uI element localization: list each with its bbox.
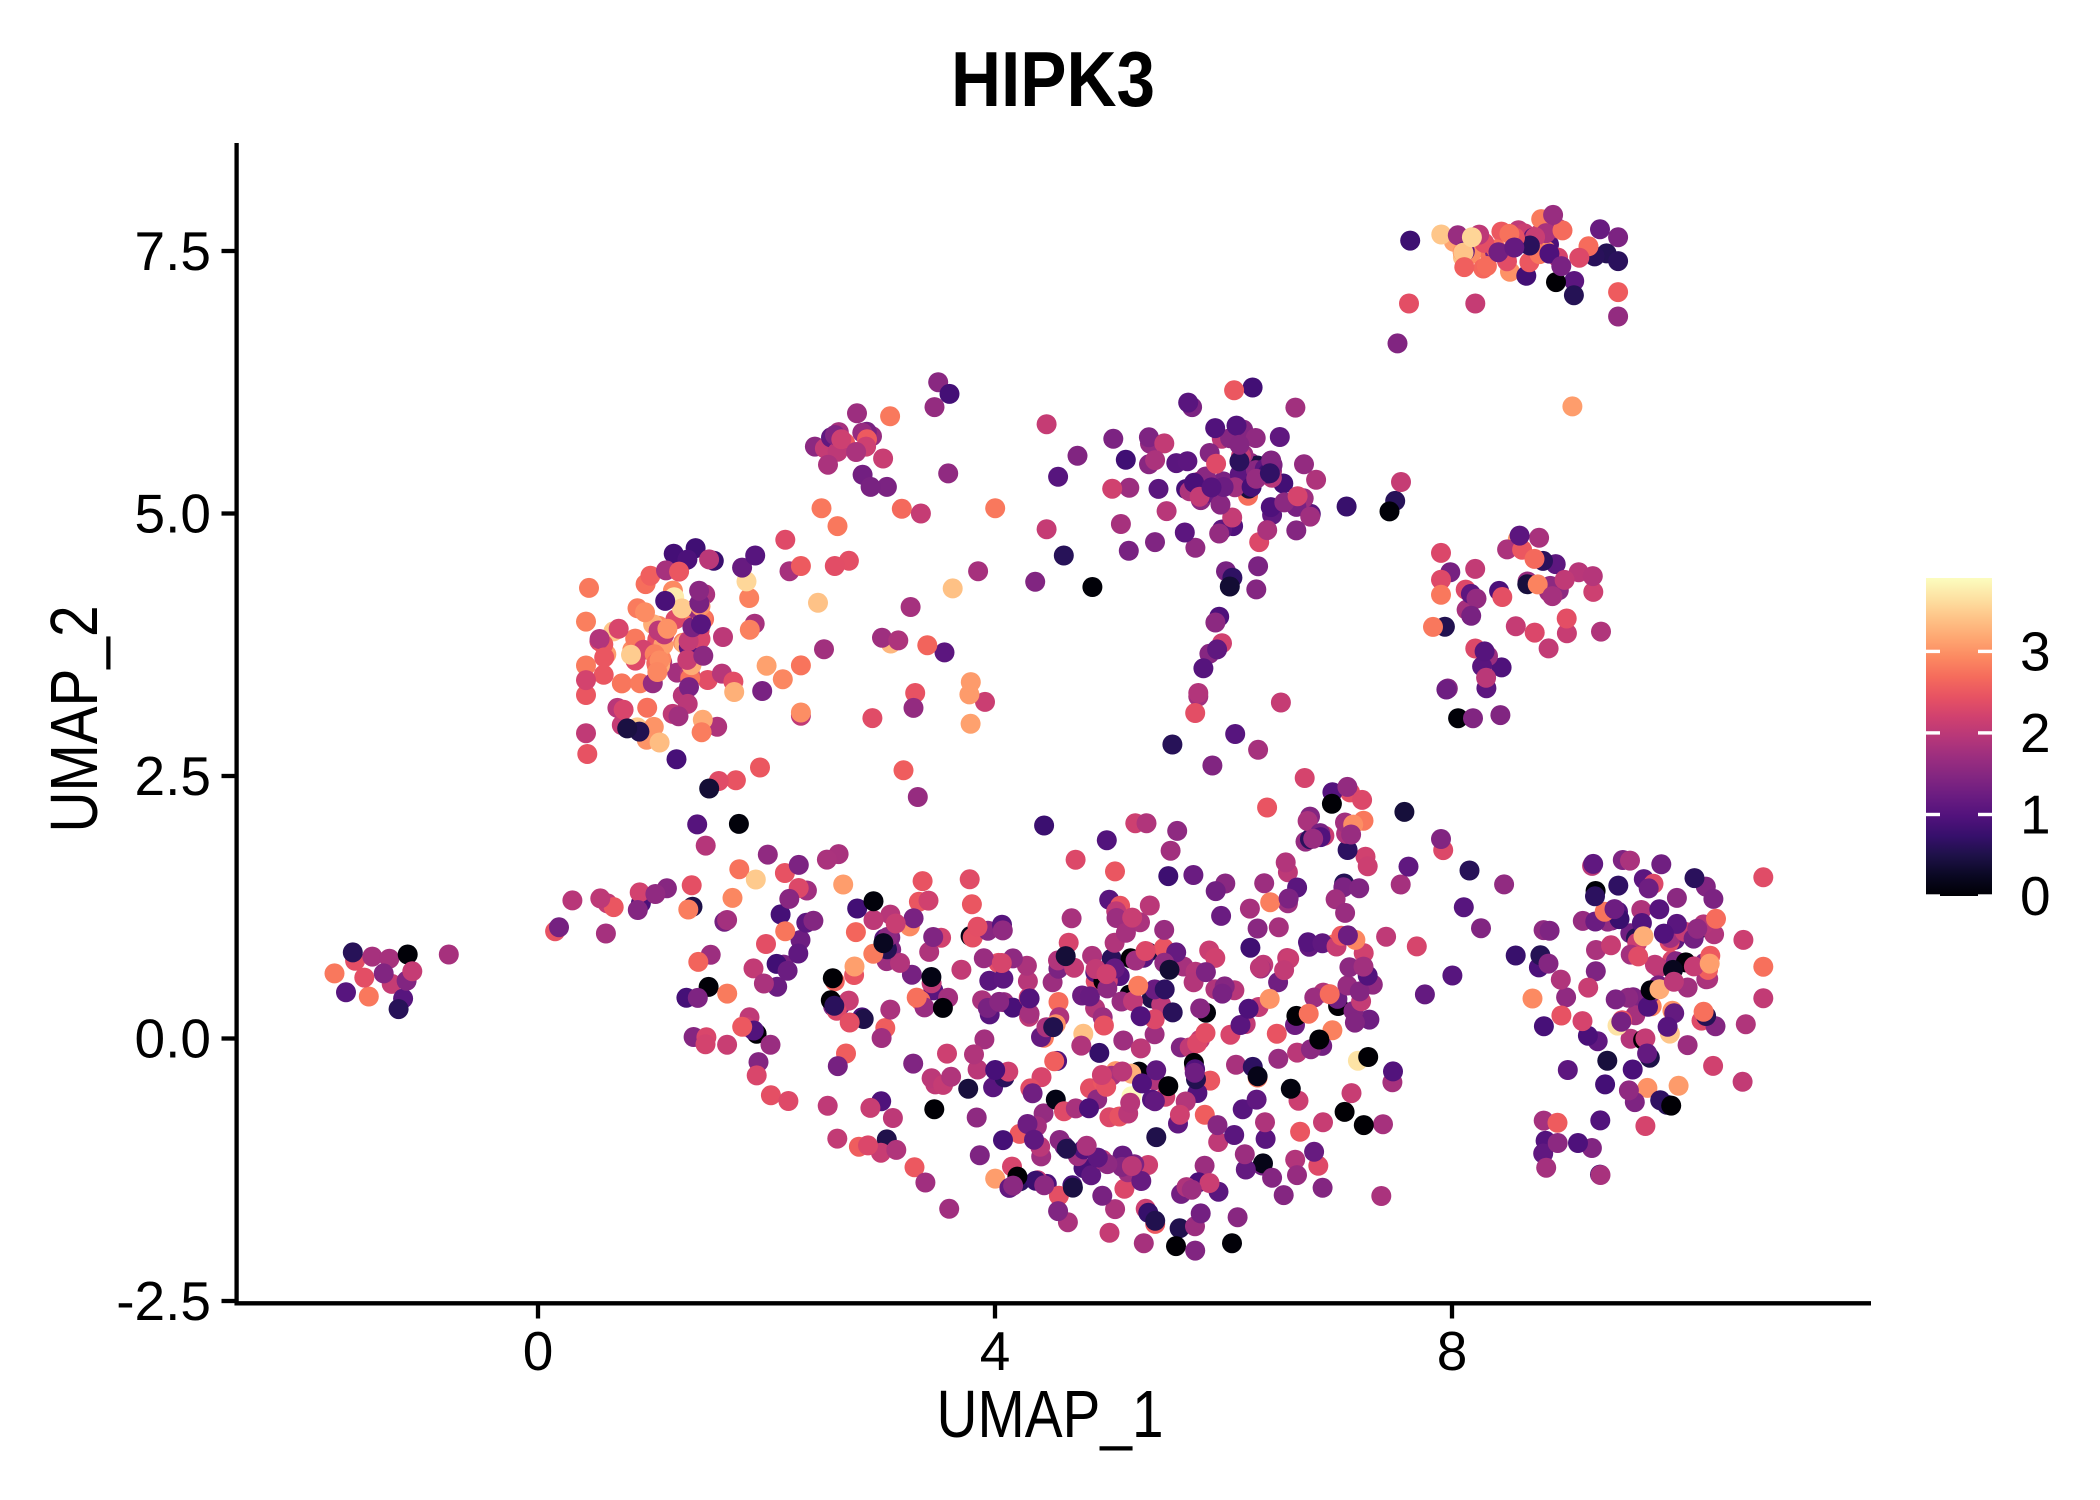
svg-text:2.5: 2.5 <box>135 745 211 807</box>
svg-text:4: 4 <box>980 1320 1011 1382</box>
svg-text:3: 3 <box>2020 620 2051 682</box>
svg-text:2: 2 <box>2020 702 2051 764</box>
svg-text:HIPK3: HIPK3 <box>951 35 1155 123</box>
svg-text:5.0: 5.0 <box>135 483 211 545</box>
svg-text:UMAP_1: UMAP_1 <box>937 1377 1164 1452</box>
svg-text:0.0: 0.0 <box>135 1008 211 1070</box>
svg-text:-2.5: -2.5 <box>116 1270 211 1332</box>
svg-text:0: 0 <box>523 1320 554 1382</box>
svg-text:0: 0 <box>2020 865 2051 927</box>
svg-text:UMAP_2: UMAP_2 <box>37 606 112 833</box>
svg-text:1: 1 <box>2020 784 2051 846</box>
svg-text:7.5: 7.5 <box>135 220 211 282</box>
svg-text:8: 8 <box>1437 1320 1468 1382</box>
